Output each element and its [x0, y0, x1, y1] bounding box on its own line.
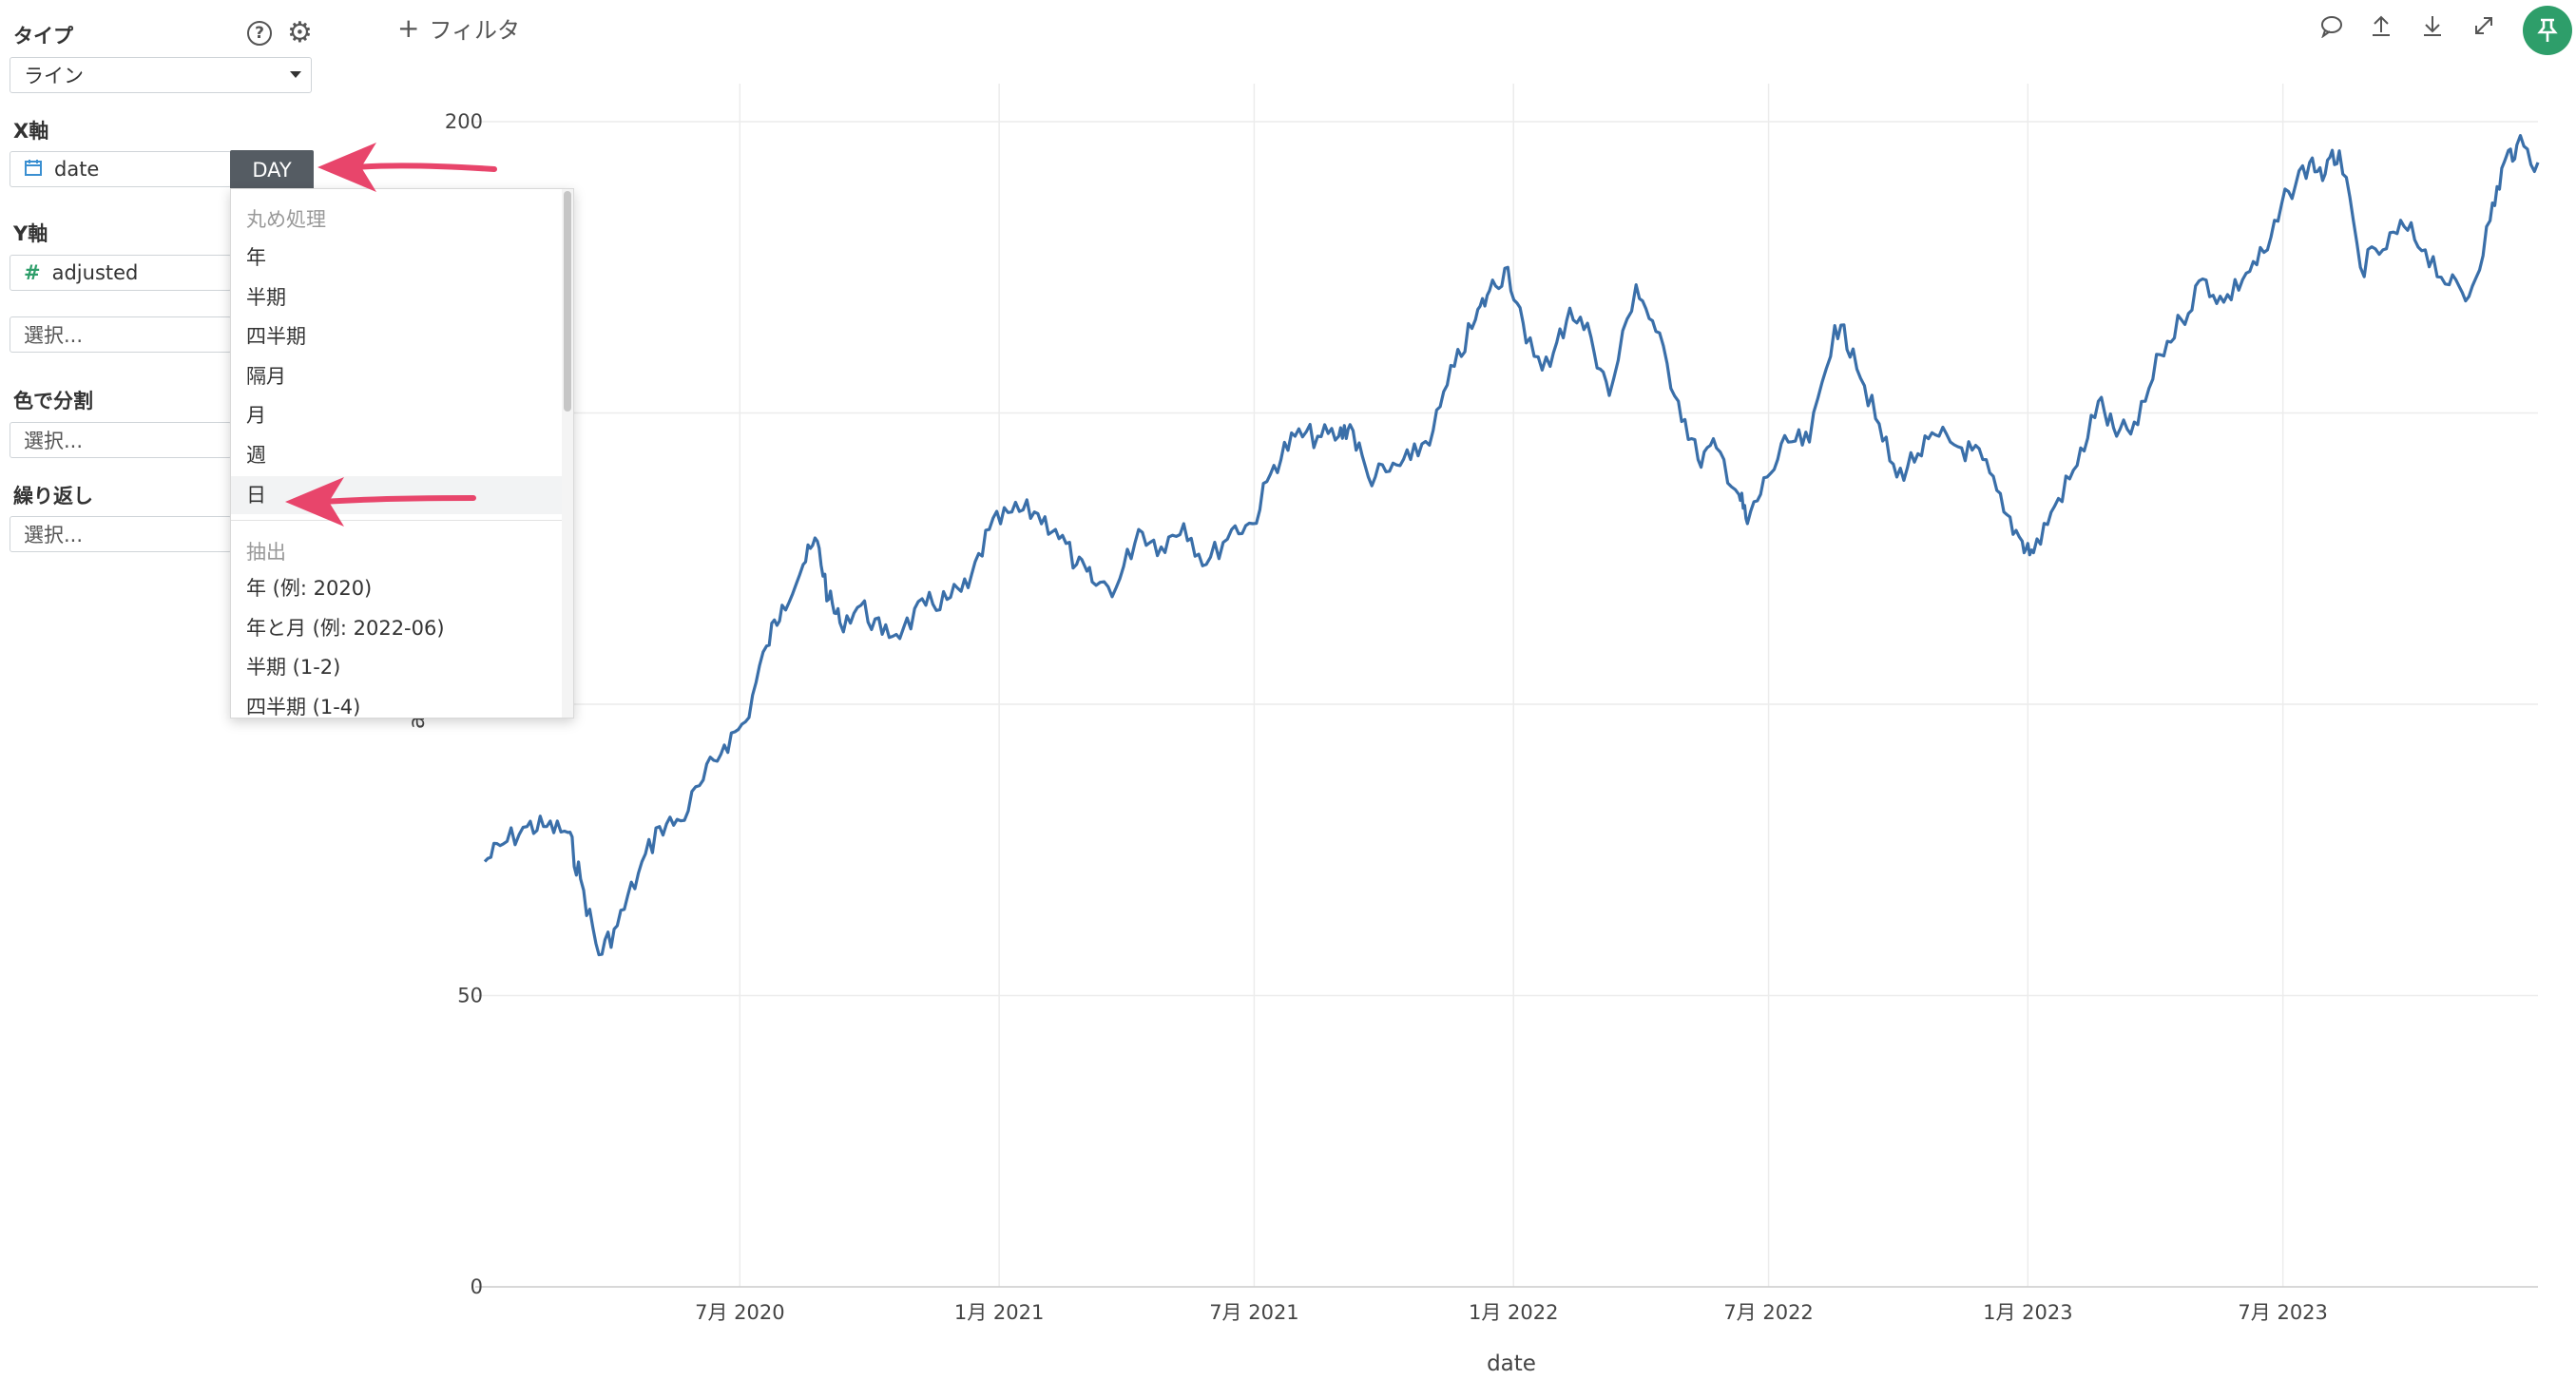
upload-icon[interactable]	[2365, 13, 2397, 46]
arrow-day-badge-head	[317, 143, 376, 192]
color-split-placeholder: 選択...	[24, 430, 84, 452]
calendar-icon	[24, 158, 43, 182]
chart-grid	[475, 84, 2538, 1288]
series-line-adjusted	[483, 134, 2540, 957]
x-tick-label: 7月 2020	[695, 1301, 784, 1324]
chart-type-select[interactable]: ライン	[10, 57, 312, 93]
repeat-select[interactable]: 選択...	[10, 516, 232, 552]
dropdown-item-rounding[interactable]: 週	[246, 444, 266, 467]
arrow-day-badge-shaft	[353, 163, 497, 172]
x-tick-label: 7月 2023	[2238, 1301, 2327, 1324]
help-icon[interactable]: ?	[247, 21, 272, 46]
color-split-select[interactable]: 選択...	[10, 422, 232, 458]
y-tick-label: 200	[445, 110, 483, 133]
comment-icon[interactable]	[2316, 13, 2348, 46]
dropdown-item-rounding[interactable]: 四半期	[246, 325, 306, 349]
dropdown-item-rounding[interactable]: 日	[231, 475, 562, 514]
arrow-day-item-shaft	[320, 495, 476, 505]
dropdown-item-rounding[interactable]: 隔月	[246, 364, 286, 388]
dropdown-item-rounding[interactable]: 年	[246, 246, 266, 269]
dropdown-item-rounding[interactable]: 半期	[246, 285, 286, 309]
arrow-day-item-head	[285, 477, 344, 527]
y-axis-field-value: adjusted	[51, 261, 139, 284]
y-axis-title: a	[405, 716, 430, 729]
y-axis-extra-select[interactable]: 選択...	[10, 316, 232, 353]
x-tick-label: 7月 2021	[1209, 1301, 1298, 1324]
y-axis-label: Y軸	[13, 222, 48, 245]
dropdown-item-extract[interactable]: 半期 (1-2)	[246, 656, 341, 680]
dropdown-item-rounding[interactable]: 月	[246, 404, 266, 428]
dropdown-group-extract: 抽出	[246, 541, 286, 564]
repeat-placeholder: 選択...	[24, 524, 84, 546]
dropdown-item-extract[interactable]: 年 (例: 2020)	[246, 577, 373, 600]
add-filter-button[interactable]: + フィルタ	[397, 11, 520, 45]
x-tick-label: 1月 2023	[1983, 1301, 2072, 1324]
y-axis-extra-placeholder: 選択...	[24, 324, 84, 347]
dropdown-scroll-thumb[interactable]	[564, 191, 571, 412]
x-axis-label: X軸	[13, 120, 49, 143]
dropdown-item-extract[interactable]: 年と月 (例: 2022-06)	[246, 616, 445, 640]
x-axis-title: date	[1487, 1351, 1536, 1376]
plus-icon: +	[397, 12, 420, 44]
y-tick-label: 50	[457, 985, 483, 1007]
hash-icon: #	[24, 261, 41, 284]
x-axis-field-value: date	[54, 158, 100, 181]
x-tick-label: 1月 2021	[954, 1301, 1044, 1324]
chevron-down-icon	[290, 71, 301, 78]
dropdown-item-extract[interactable]: 四半期 (1-4)	[246, 695, 361, 719]
chart-ticks: 7月 2020 1月 2021 7月 2021 1月 2022 7月 2022 1月 20…	[445, 110, 2328, 1324]
filter-label: フィルタ	[429, 17, 520, 44]
granularity-dropdown: 丸め処理 年半期四半期隔月月週日 抽出 年 (例: 2020) 年と月 (例: 2…	[230, 188, 574, 719]
expand-icon[interactable]	[2468, 13, 2500, 46]
chart-type-value: ライン	[24, 65, 84, 87]
dropdown-divider	[231, 520, 562, 521]
date-granularity-button[interactable]: DAY	[230, 150, 314, 190]
color-split-label: 色で分割	[13, 390, 93, 412]
pin-icon	[2536, 18, 2559, 50]
y-tick-label: 0	[471, 1275, 483, 1298]
download-icon[interactable]	[2416, 13, 2449, 46]
y-axis-field[interactable]: # adjusted	[10, 255, 232, 291]
x-tick-label: 7月 2022	[1723, 1301, 1813, 1324]
repeat-label: 繰り返し	[13, 485, 93, 508]
dropdown-scrollbar[interactable]	[562, 189, 573, 718]
type-label: タイプ	[13, 25, 73, 48]
gear-icon[interactable]: ⚙	[287, 16, 313, 49]
pin-button[interactable]	[2523, 6, 2572, 55]
x-axis-field[interactable]: date	[10, 151, 232, 187]
dropdown-group-rounding: 丸め処理	[246, 208, 326, 231]
x-tick-label: 1月 2022	[1469, 1301, 1558, 1324]
